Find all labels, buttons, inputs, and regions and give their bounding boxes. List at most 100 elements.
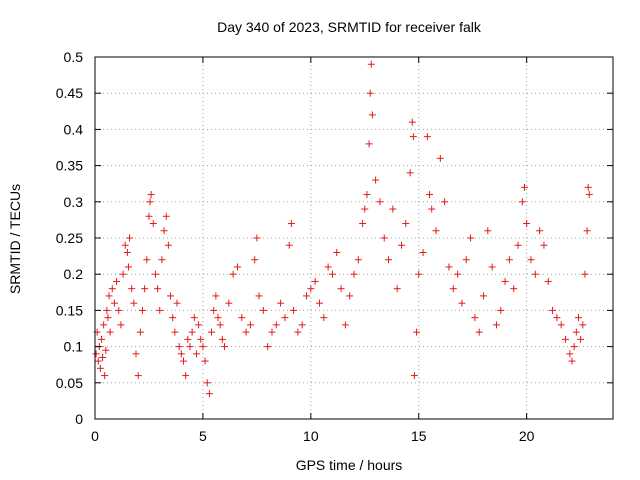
data-point: [518, 198, 526, 206]
data-point: [574, 314, 582, 322]
data-point: [579, 321, 587, 329]
data-point: [145, 212, 153, 220]
data-point: [354, 256, 362, 264]
data-point: [121, 241, 129, 249]
data-point: [162, 212, 170, 220]
data-point: [426, 191, 434, 199]
data-point: [158, 256, 166, 264]
data-point: [212, 292, 220, 300]
data-point: [346, 292, 354, 300]
data-point: [462, 256, 470, 264]
data-point: [184, 335, 192, 343]
grid: [95, 57, 613, 419]
data-point: [143, 256, 151, 264]
data-point: [557, 321, 565, 329]
data-point: [366, 89, 374, 97]
data-point: [315, 299, 323, 307]
data-point: [471, 314, 479, 322]
data-point: [397, 241, 405, 249]
data-point: [195, 321, 203, 329]
data-point: [294, 328, 302, 336]
data-point: [480, 292, 487, 300]
data-point: [385, 256, 393, 264]
data-point: [488, 263, 496, 271]
data-point: [324, 263, 332, 271]
data-point: [221, 343, 228, 351]
data-point: [363, 191, 371, 199]
data-point: [458, 299, 466, 307]
data-point: [581, 270, 589, 278]
data-point: [126, 234, 134, 242]
y-tick-label: 0.15: [56, 302, 83, 318]
y-tick-label: 0.25: [56, 230, 83, 246]
data-point: [497, 306, 505, 314]
data-point: [134, 372, 142, 380]
data-point: [307, 285, 315, 293]
data-point: [229, 270, 237, 278]
y-tick-label: 0: [75, 411, 83, 427]
data-point: [272, 321, 280, 329]
data-point: [333, 248, 341, 256]
data-point: [225, 299, 233, 307]
data-point: [413, 328, 421, 336]
y-tick-label: 0.4: [64, 121, 84, 137]
data-point: [492, 321, 500, 329]
data-point: [197, 335, 205, 343]
data-point: [350, 270, 358, 278]
data-point: [110, 299, 118, 307]
data-point: [298, 321, 306, 329]
data-point: [328, 270, 336, 278]
data-point: [138, 306, 146, 314]
data-point: [147, 191, 155, 199]
data-point: [151, 270, 159, 278]
data-point: [423, 133, 431, 141]
points: [92, 60, 593, 398]
data-point: [510, 285, 518, 293]
x-tick-label: 20: [519, 428, 535, 444]
data-point: [264, 343, 272, 351]
data-point: [149, 220, 157, 228]
data-point: [177, 350, 185, 358]
data-point: [101, 372, 109, 380]
data-point: [167, 292, 175, 300]
data-point: [408, 118, 416, 126]
data-point: [523, 220, 531, 228]
data-point: [100, 321, 108, 329]
chart-title: Day 340 of 2023, SRMTID for receiver fal…: [217, 19, 482, 35]
data-point: [214, 314, 222, 322]
data-point: [553, 314, 561, 322]
data-point: [179, 357, 187, 365]
data-point: [415, 270, 423, 278]
data-point: [255, 292, 263, 300]
plot-frame: [94, 56, 614, 420]
data-point: [562, 335, 570, 343]
data-point: [566, 350, 574, 358]
data-point: [268, 328, 276, 336]
data-point: [96, 364, 104, 372]
data-point: [505, 256, 513, 264]
data-point: [368, 111, 376, 119]
data-point: [160, 227, 168, 235]
data-point: [287, 220, 295, 228]
y-tick-label: 0.35: [56, 158, 83, 174]
data-point: [531, 270, 539, 278]
data-point: [201, 357, 209, 365]
data-point: [173, 299, 181, 307]
data-point: [475, 328, 483, 336]
data-point: [380, 234, 388, 242]
data-point: [216, 321, 224, 329]
data-point: [484, 227, 492, 235]
y-tick-label: 0.2: [64, 266, 84, 282]
data-point: [186, 343, 194, 351]
x-axis-label: GPS time / hours: [296, 457, 403, 473]
data-point: [105, 292, 113, 300]
data-point: [441, 198, 449, 206]
data-point: [97, 335, 105, 343]
data-point: [259, 306, 267, 314]
data-point: [99, 353, 107, 361]
data-point: [146, 198, 154, 206]
data-point: [102, 346, 110, 354]
x-tick-label: 15: [411, 428, 427, 444]
data-point: [203, 379, 211, 387]
data-point: [568, 357, 576, 365]
